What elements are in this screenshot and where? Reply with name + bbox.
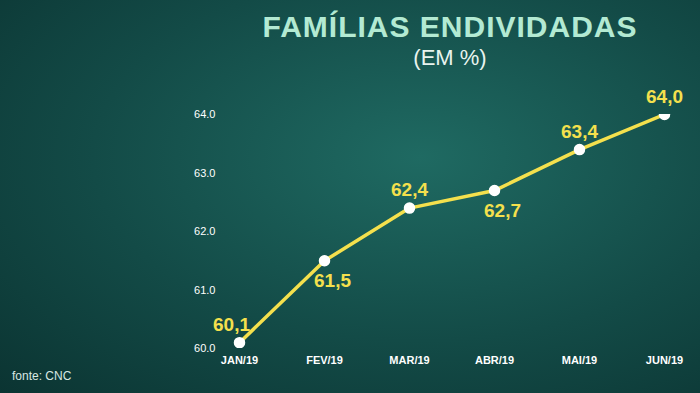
svg-text:JUN/19: JUN/19 [646,354,683,366]
html-text:FAMÍLIAS ENDIVIDADAS: FAMÍLIAS ENDIVIDADAS [262,10,638,43]
html-text:fonte: CNC: fonte: CNC [12,369,72,383]
svg-text:60.0: 60.0 [194,342,215,354]
svg-text:62.0: 62.0 [194,225,215,237]
svg-text:63.0: 63.0 [194,167,215,179]
svg-text:MAI/19: MAI/19 [562,354,597,366]
svg-text:63,4: 63,4 [561,121,598,142]
svg-text:JAN/19: JAN/19 [221,354,258,366]
html-text:(EM %): (EM %) [413,45,487,70]
svg-text:FEV/19: FEV/19 [306,354,343,366]
svg-text:64.0: 64.0 [194,108,215,120]
svg-text:62,7: 62,7 [484,200,521,221]
svg-text:60,1: 60,1 [213,314,250,335]
svg-text:62,4: 62,4 [391,179,428,200]
svg-text:64,0: 64,0 [646,86,683,107]
svg-text:ABR/19: ABR/19 [475,354,514,366]
svg-text:MAR/19: MAR/19 [389,354,429,366]
svg-text:61,5: 61,5 [314,270,351,291]
svg-text:61.0: 61.0 [194,284,215,296]
